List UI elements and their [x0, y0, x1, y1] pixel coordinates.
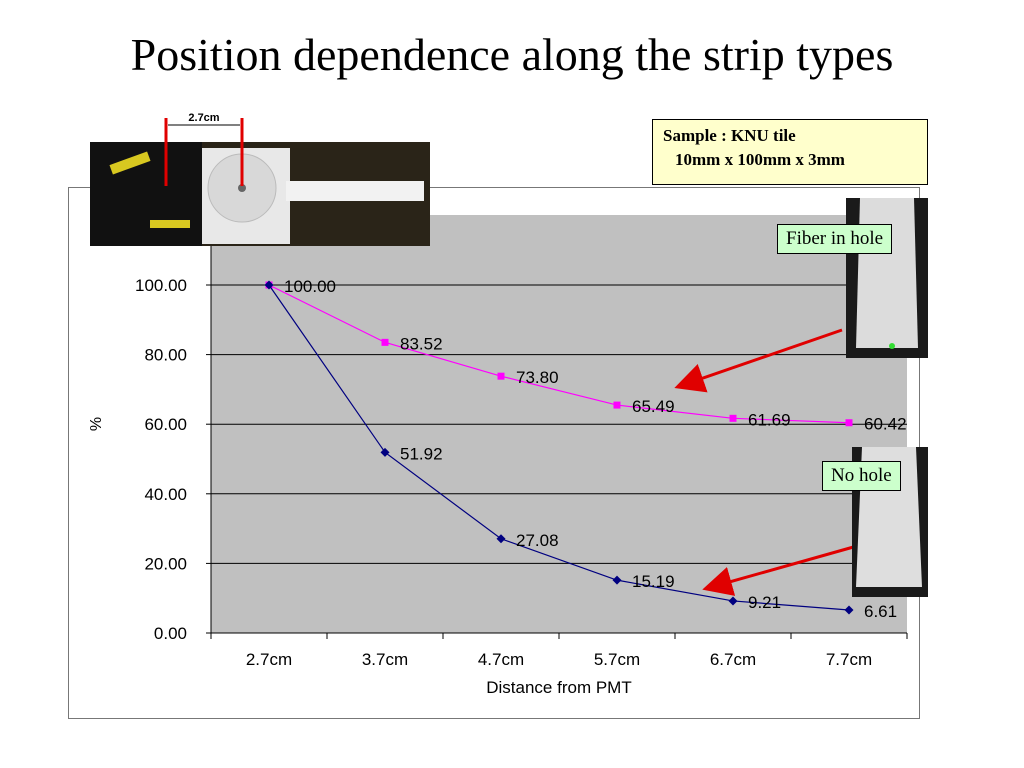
data-point-nohole: [264, 280, 274, 290]
x-axis-label: Distance from PMT: [486, 678, 631, 697]
data-point-fiber: [729, 414, 737, 422]
y-tick-label: 0.00: [154, 624, 187, 643]
sample-line-1: Sample : KNU tile: [663, 126, 796, 145]
data-point-fiber: [613, 401, 621, 409]
photo-dimension-label: 2.7cm: [188, 112, 219, 124]
data-point-nohole: [728, 596, 738, 606]
x-tick-label: 2.7cm: [246, 650, 292, 669]
series-line-nohole: [268, 284, 850, 611]
data-label-fiber: 73.80: [516, 368, 559, 387]
fiber-in-hole-callout: Fiber in hole: [777, 224, 893, 254]
arrow-fiber: [674, 328, 843, 393]
x-tick-label: 6.7cm: [710, 650, 756, 669]
y-tick-label: 80.00: [144, 346, 187, 365]
data-label-nohole: 9.21: [748, 593, 781, 612]
data-label-fiber: 61.69: [748, 410, 791, 429]
data-point-nohole: [380, 447, 390, 457]
sample-info-box: Sample : KNU tile 10mm x 100mm x 3mm: [652, 119, 928, 185]
data-point-fiber: [497, 372, 505, 380]
fiber-strip-photo: [846, 198, 928, 358]
data-label-fiber: 65.49: [632, 397, 675, 416]
y-axis-label: %: [88, 417, 105, 431]
y-tick-label: 20.00: [144, 554, 187, 573]
tile-photo: 2.7cm: [90, 108, 430, 246]
sample-line-2: 10mm x 100mm x 3mm: [675, 150, 845, 169]
data-point-fiber: [845, 419, 853, 427]
x-tick-label: 3.7cm: [362, 650, 408, 669]
y-tick-label: 40.00: [144, 485, 187, 504]
data-label-fiber: 83.52: [400, 334, 443, 353]
x-tick-label: 4.7cm: [478, 650, 524, 669]
no-hole-callout: No hole: [822, 461, 901, 491]
data-point-nohole: [496, 534, 506, 544]
data-label-nohole: 51.92: [400, 444, 443, 463]
data-label-fiber: 60.42: [864, 415, 907, 434]
data-label-nohole: 27.08: [516, 531, 559, 550]
data-point-fiber: [381, 338, 389, 346]
arrow-nohole: [702, 544, 858, 596]
y-tick-label: 60.00: [144, 415, 187, 434]
x-tick-label: 7.7cm: [826, 650, 872, 669]
slide-title: Position dependence along the strip type…: [130, 29, 894, 80]
data-point-nohole: [612, 575, 622, 585]
y-tick-label: 100.00: [135, 276, 187, 295]
series-line-fiber: [268, 284, 850, 424]
data-point-nohole: [844, 605, 854, 615]
data-label-nohole: 15.19: [632, 572, 675, 591]
x-tick-label: 5.7cm: [594, 650, 640, 669]
data-label-nohole: 6.61: [864, 602, 897, 621]
data-label-fiber: 100.00: [284, 277, 336, 296]
